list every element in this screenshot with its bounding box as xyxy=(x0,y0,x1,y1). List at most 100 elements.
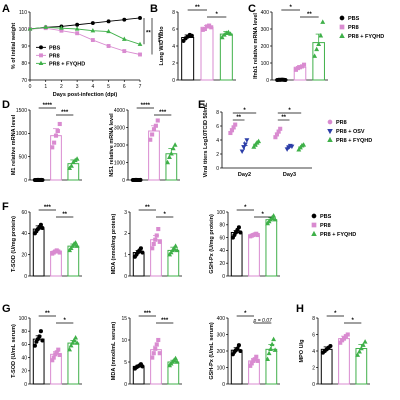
data-point xyxy=(68,342,74,348)
y-tick-label: 80 xyxy=(21,61,27,67)
data-point xyxy=(70,340,76,345)
series-point xyxy=(59,25,64,30)
data-point xyxy=(154,233,159,238)
bar xyxy=(312,42,325,81)
y-tick-label: 100 xyxy=(261,61,270,67)
significance-label: ** xyxy=(45,311,50,317)
data-point xyxy=(173,355,179,361)
data-point xyxy=(328,343,333,349)
data-point xyxy=(37,334,42,339)
legend-label: PBS xyxy=(320,214,332,220)
data-point xyxy=(278,126,283,131)
y-tick-label: 5 xyxy=(124,360,127,366)
data-point xyxy=(254,354,259,359)
data-point xyxy=(360,342,366,347)
y-axis-title: T-SOD (U/mL serum) xyxy=(11,324,17,378)
data-point xyxy=(157,351,162,356)
data-point xyxy=(174,247,180,253)
data-point xyxy=(242,142,248,147)
panel-letter: D xyxy=(2,99,10,111)
panel-letter: H xyxy=(296,303,304,315)
y-tick-label: 20 xyxy=(219,261,225,267)
data-point xyxy=(56,347,61,352)
data-point xyxy=(153,346,158,351)
significance-label: * xyxy=(288,108,291,114)
data-point xyxy=(38,222,43,227)
legend-label: PR8 xyxy=(348,25,359,31)
data-point xyxy=(255,232,260,238)
data-point xyxy=(138,246,143,251)
x-tick-label: 2 xyxy=(60,84,63,90)
y-tick-label: 80 xyxy=(219,223,225,229)
data-point xyxy=(138,177,143,183)
data-point xyxy=(151,127,157,132)
data-point xyxy=(301,142,307,147)
y-axis-title: GSH-Px (U/mg protein) xyxy=(209,214,215,274)
y-tick-label: 0 xyxy=(24,178,27,184)
data-point xyxy=(148,137,153,142)
data-point xyxy=(174,359,180,364)
data-point xyxy=(150,246,155,251)
y-tick-label: 6 xyxy=(172,27,175,33)
y-tick-label: 0 xyxy=(222,274,225,280)
legend-marker xyxy=(39,45,43,50)
significance-label: p = 0.07 xyxy=(253,318,272,324)
data-point xyxy=(150,355,155,360)
legend-marker xyxy=(339,32,345,38)
legend-label: PBS xyxy=(348,16,360,22)
significance-label: *** xyxy=(159,110,167,116)
y-tick-label: 8 xyxy=(312,316,315,322)
y-tick-label: 1 xyxy=(124,252,127,258)
y-tick-label: 0 xyxy=(172,78,175,84)
legend-label: PR8 + FYQHD xyxy=(336,138,372,144)
data-point xyxy=(74,243,80,248)
data-point xyxy=(219,34,225,40)
x-category-label: Day3 xyxy=(283,172,296,178)
data-point xyxy=(67,165,73,171)
y-tick-label: 0 xyxy=(216,166,219,172)
legend-f: PBS PR8 PR8 + FYQHD xyxy=(311,213,356,238)
y-tick-label: 200 xyxy=(261,44,270,50)
data-point xyxy=(40,225,45,231)
data-point xyxy=(238,230,243,235)
significance-label: **** xyxy=(141,103,151,109)
data-point xyxy=(165,159,171,165)
data-point xyxy=(235,346,240,351)
data-point xyxy=(67,247,73,253)
panel-e: E 0 2 4 6 8 Viral titers Log10TCID 50/mL Day2 Da… xyxy=(198,99,312,178)
y-tick-label: 40 xyxy=(21,231,27,237)
legend-marker xyxy=(327,136,333,142)
data-point xyxy=(255,358,260,363)
series-line xyxy=(29,27,141,55)
significance-label: **** xyxy=(43,103,53,109)
data-point xyxy=(67,346,73,352)
y-tick-label: 0 xyxy=(124,274,127,280)
data-point xyxy=(38,329,43,334)
panel-letter: G xyxy=(2,303,11,315)
data-point xyxy=(239,149,245,154)
panel-letter: C xyxy=(248,3,256,15)
legend-marker xyxy=(38,60,44,65)
y-tick-label: 60 xyxy=(21,342,27,348)
y-tick-label: 2 xyxy=(124,231,127,237)
y-axis-title: NS1 relative mRNA level xyxy=(109,113,115,177)
significance-label: ** xyxy=(307,12,312,18)
y-tick-label: 60 xyxy=(219,235,225,241)
significance-label: * xyxy=(163,212,166,218)
data-point xyxy=(73,335,79,340)
series-point xyxy=(106,44,111,48)
y-tick-label: 4000 xyxy=(114,108,125,114)
data-point xyxy=(302,62,307,67)
data-point xyxy=(289,144,295,150)
series-point xyxy=(121,36,127,41)
significance-label: * xyxy=(215,12,218,18)
series-point xyxy=(90,28,96,33)
y-tick-label: 0 xyxy=(24,382,27,388)
y-tick-label: 1500 xyxy=(16,108,27,114)
legend-marker xyxy=(327,129,333,135)
significance-label: * xyxy=(351,318,354,324)
significance-label: * xyxy=(289,5,292,11)
